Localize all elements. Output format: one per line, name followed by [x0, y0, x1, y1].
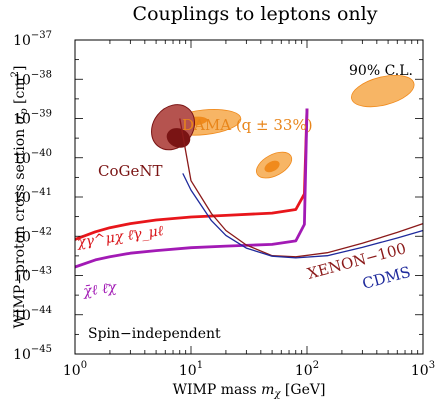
- label-confidence-level: 90% C.L.: [349, 63, 413, 79]
- y-tick-label: 10−40: [13, 148, 52, 167]
- y-axis-label-unit: [cm: [12, 77, 28, 108]
- x-axis-label-var: m: [261, 382, 274, 398]
- y-tick-label: 10−39: [13, 109, 52, 128]
- y-tick-label: 10−42: [13, 226, 52, 245]
- y-axis-label-prefix: WIMP−proton cross section: [12, 124, 28, 328]
- y-tick-label: 10−43: [13, 266, 52, 285]
- label-dama: DAMA (q ± 33%): [182, 116, 313, 134]
- y-tick-label: 10−38: [13, 69, 52, 88]
- region-dama-high-core: [264, 160, 280, 173]
- x-tick-label: 101: [179, 360, 203, 379]
- chart-title: Couplings to leptons only: [133, 3, 378, 25]
- label-scalar-operator: χ̄ℓ ℓ̄χ: [81, 279, 118, 300]
- tick-labels-layer: 100 101 102 103 10−45 10−44 10−43 10−42 10−41 10−…: [13, 30, 435, 379]
- y-tick-label: 10−41: [13, 187, 52, 206]
- y-axis-label-sub: p: [19, 108, 30, 115]
- x-axis-label-unit: [GeV]: [280, 382, 325, 398]
- x-axis-label-sub: χ: [273, 389, 281, 400]
- series-layer: [74, 108, 424, 269]
- x-tick-label: 100: [63, 360, 87, 379]
- y-axis-label-group: WIMP−proton cross section σp [cm2]: [10, 66, 30, 329]
- series-line-cdms: [182, 173, 424, 259]
- y-axis-label-unit-sup: 2: [10, 71, 21, 77]
- series-line-vector: [74, 108, 309, 241]
- x-axis-label: WIMP mass mχ [GeV]: [173, 382, 326, 400]
- x-tick-label: 102: [295, 360, 319, 379]
- label-spin-independent: Spin−independent: [88, 326, 221, 342]
- y-tick-label: 10−37: [13, 30, 52, 49]
- y-axis-label-var: σ: [12, 114, 28, 124]
- ticks-layer: [74, 39, 423, 355]
- region-dama-right: [351, 74, 415, 108]
- y-tick-label: 10−45: [13, 344, 52, 363]
- y-axis-label: WIMP−proton cross section σp [cm2]: [10, 66, 30, 329]
- label-cogent: CoGeNT: [98, 162, 163, 180]
- y-axis-label-unit-end: ]: [12, 66, 28, 71]
- x-axis-label-prefix: WIMP mass: [173, 382, 262, 398]
- x-tick-label: 103: [411, 360, 435, 379]
- y-tick-label: 10−44: [13, 305, 52, 324]
- series-line-scalar: [74, 108, 309, 269]
